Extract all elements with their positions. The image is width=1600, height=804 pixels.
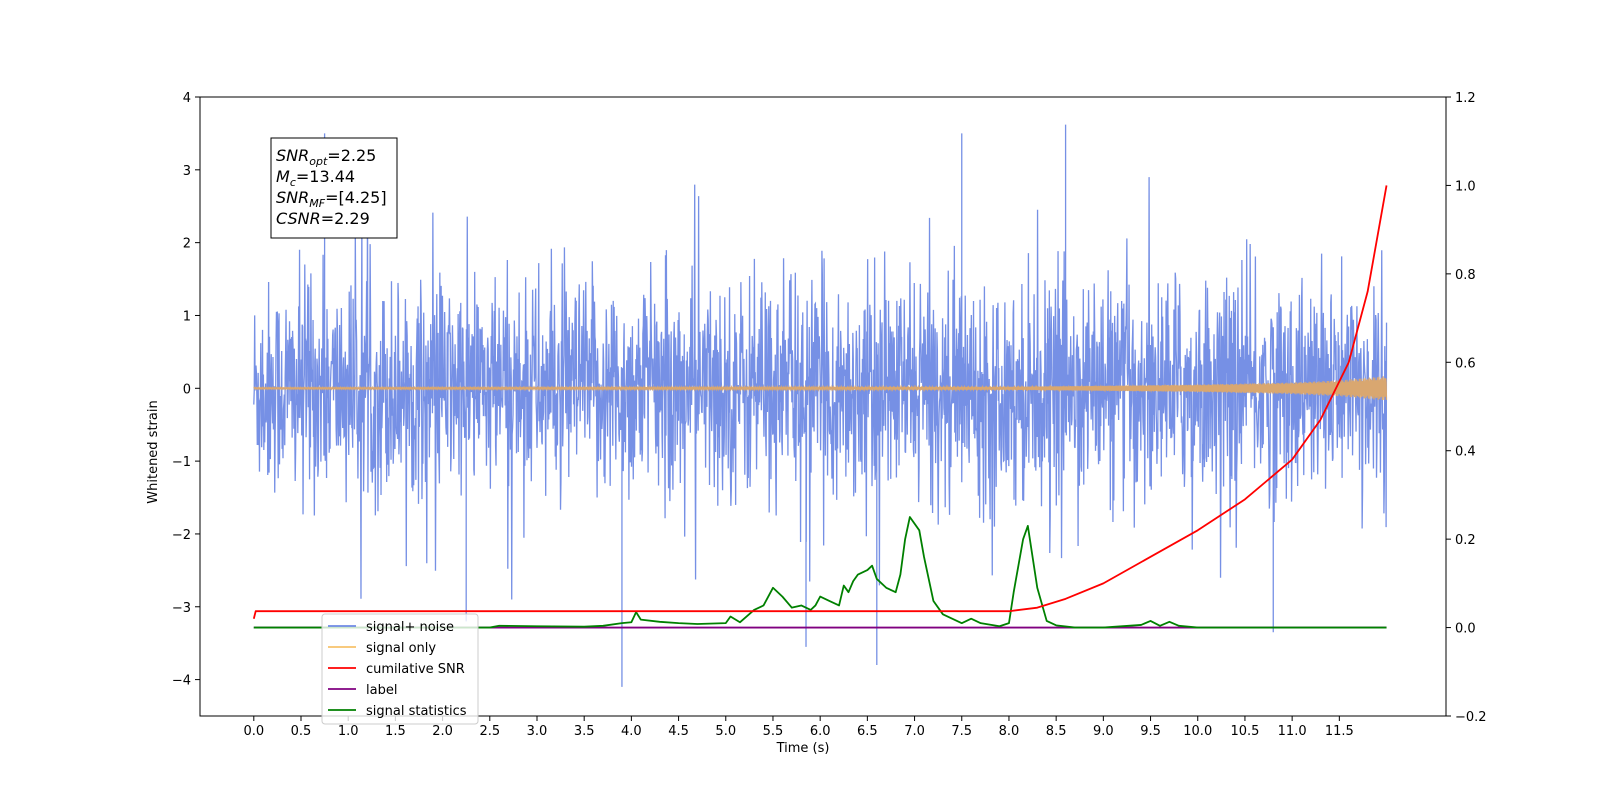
x-tick-label: 11.5 <box>1325 724 1354 739</box>
series-signal-statistics <box>253 516 1387 629</box>
x-tick-label: 4.0 <box>621 724 642 739</box>
x-tick-label: 3.5 <box>574 724 595 739</box>
legend-label: label <box>366 683 397 698</box>
x-tick-label: 11.0 <box>1278 724 1307 739</box>
y-tick-label: −3 <box>172 601 191 616</box>
x-tick-label: 5.0 <box>715 724 736 739</box>
series-signal-noise <box>253 124 1388 687</box>
y2-tick-label: −0.2 <box>1455 710 1487 725</box>
x-tick-label: 10.0 <box>1183 724 1212 739</box>
legend-frame <box>321 613 479 725</box>
x-tick-label: 1.5 <box>385 724 406 739</box>
x-tick-label: 0.5 <box>291 724 312 739</box>
legend-label: signal only <box>366 641 436 656</box>
series-cumulative-snr <box>252 185 1388 619</box>
x-axis-label: Time (s) <box>776 741 830 756</box>
x-tick-label: 5.5 <box>763 724 784 739</box>
y2-tick-label: 1.0 <box>1455 179 1476 194</box>
legend: signal+ noise signal only cumilative SNR la… <box>321 613 479 725</box>
y-tick-label: −1 <box>172 455 191 470</box>
x-tick-label: 2.0 <box>432 724 453 739</box>
x-tick-label: 3.0 <box>527 724 548 739</box>
annotation-line: SNRMF=[4.25] <box>276 188 387 210</box>
y2-tick-label: 0.2 <box>1455 533 1476 548</box>
y-tick-label: −2 <box>172 528 191 543</box>
y2-tick-label: 1.2 <box>1455 91 1476 106</box>
y-axis-label: Whitened strain <box>146 400 161 503</box>
x-tick-label: 10.5 <box>1230 724 1259 739</box>
x-tick-label: 2.5 <box>479 724 500 739</box>
y-tick-label: 1 <box>183 309 191 324</box>
y-tick-label: 0 <box>183 382 191 397</box>
x-tick-label: 6.0 <box>810 724 831 739</box>
annotation-line: SNRopt=2.25 <box>276 146 376 168</box>
tick-layer: 0.0 0.5 1.0 1.5 2.0 2.5 3.0 3.5 4.0 4.5 5.0 5.5 6.0 6… <box>172 91 1487 739</box>
x-tick-label: 7.0 <box>904 724 925 739</box>
series-layer <box>252 124 1388 687</box>
axes-frame <box>199 96 1447 717</box>
plot-frame <box>199 96 1447 717</box>
x-tick-label: 8.0 <box>999 724 1020 739</box>
y2-tick-label: 0.4 <box>1455 445 1476 460</box>
x-tick-label: 7.5 <box>951 724 972 739</box>
y-tick-label: 3 <box>183 164 191 179</box>
y-tick-label: −4 <box>172 674 191 689</box>
x-tick-label: 0.0 <box>243 724 264 739</box>
y2-tick-label: 0.6 <box>1455 356 1476 371</box>
x-tick-label: 9.5 <box>1140 724 1161 739</box>
x-tick-label: 8.5 <box>1046 724 1067 739</box>
annotation-frame <box>270 137 398 239</box>
x-tick-label: 1.0 <box>338 724 359 739</box>
legend-label: signal+ noise <box>366 620 454 635</box>
x-tick-label: 9.0 <box>1093 724 1114 739</box>
series-signal-only <box>253 376 1388 401</box>
x-tick-label: 4.5 <box>668 724 689 739</box>
annotation-line: Mc=13.44 <box>276 167 355 189</box>
annotation-line: CSNR=2.29 <box>276 209 370 228</box>
x-tick-label: 6.5 <box>857 724 878 739</box>
y-tick-label: 2 <box>183 237 191 252</box>
y-tick-label: 4 <box>183 91 191 106</box>
legend-label: signal statistics <box>366 704 467 719</box>
legend-label: cumilative SNR <box>366 662 465 677</box>
y2-tick-label: 0.0 <box>1455 622 1476 637</box>
y2-tick-label: 0.8 <box>1455 268 1476 283</box>
